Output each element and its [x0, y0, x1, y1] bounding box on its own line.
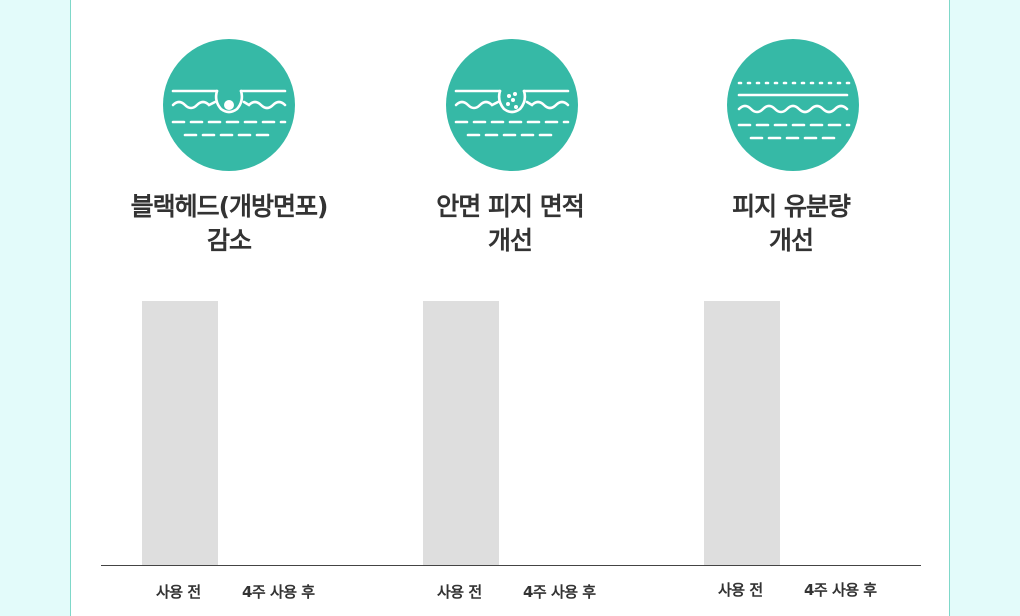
chart-title: 블랙헤드(개방면포) 감소 [79, 190, 379, 258]
title-line-1: 안면 피지 면적 [436, 192, 584, 221]
x-tick-label-before: 사용 전 [156, 583, 201, 601]
x-tick-label-after: 4주 사용 후 [523, 583, 596, 601]
bar-before [423, 301, 499, 565]
title-line-1: 블랙헤드(개방면포) [130, 192, 329, 221]
x-tick-label-before: 사용 전 [437, 583, 482, 601]
chart-title: 피지 유분량 개선 [641, 190, 941, 258]
title-line-2: 감소 [206, 226, 252, 255]
chart-panel: 블랙헤드(개방면포) 감소 사용 전 4주 사용 후 [70, 0, 950, 616]
bar-before [142, 301, 218, 565]
bar-before [704, 301, 780, 565]
title-line-2: 개선 [487, 226, 533, 255]
chart-title: 안면 피지 면적 개선 [360, 190, 660, 258]
x-tick-label-after: 4주 사용 후 [242, 583, 315, 601]
oil-layer-icon [727, 39, 859, 171]
x-axis-line [101, 565, 921, 566]
title-line-2: 개선 [768, 226, 814, 255]
x-tick-label-after: 4주 사용 후 [804, 581, 877, 599]
chart-blackhead: 블랙헤드(개방면포) 감소 사용 전 4주 사용 후 [79, 0, 379, 616]
title-line-1: 피지 유분량 [732, 192, 851, 221]
blackhead-pore-icon [163, 39, 295, 171]
chart-sebum-area: 안면 피지 면적 개선 사용 전 4주 사용 후 [360, 0, 660, 616]
sebum-pore-icon [446, 39, 578, 171]
x-tick-label-before: 사용 전 [718, 581, 763, 599]
chart-sebum-oil: 피지 유분량 개선 사용 전 4주 사용 후 [641, 0, 941, 616]
